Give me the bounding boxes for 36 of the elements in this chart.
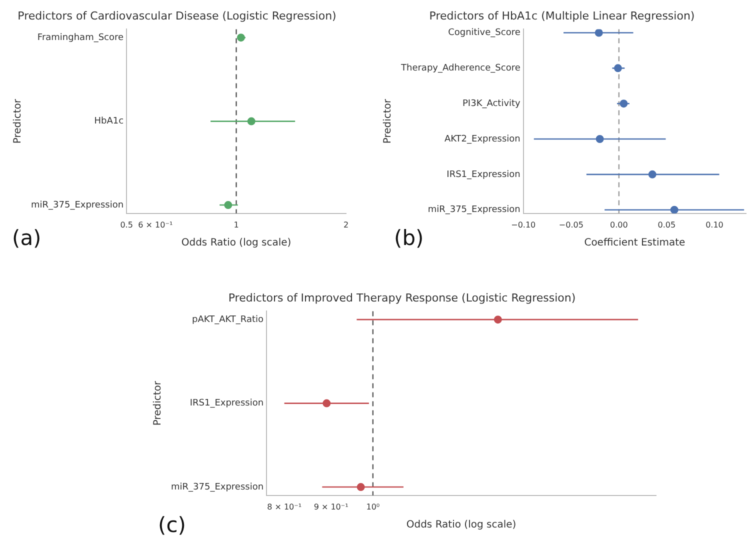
x-tick-label: 0.00 [610, 220, 628, 230]
chart-title: Predictors of Cardiovascular Disease (Logistic Regression) [18, 9, 336, 22]
y-tick-label: miR_375_Expression [170, 482, 264, 492]
y-tick-label: IRS1_Expression [446, 170, 520, 180]
y-tick-label: Therapy_Adherence_Score [400, 64, 521, 74]
y-tick-label: HbA1c [94, 116, 124, 127]
y-tick-label: Cognitive_Score [448, 28, 521, 38]
text: (c) [158, 513, 186, 537]
x-axis-title: Odds Ratio (log scale) [181, 238, 292, 249]
x-axis-title: Coefficient Estimate [584, 238, 686, 249]
y-tick-label: PI3K_Activity [462, 98, 522, 109]
x-tick-label: −0.05 [558, 220, 584, 230]
y-axis-title: Predictor [152, 380, 164, 426]
x-tick-label: 8 × 10⁻¹ [267, 502, 302, 512]
x-tick-label: 9 × 10⁻¹ [314, 502, 348, 512]
x-tick-label: 2 [343, 220, 349, 230]
y-tick-label: pAKT_AKT_Ratio [192, 314, 264, 325]
y-tick-label: miR_375_Expression [30, 200, 124, 210]
y-tick-label: miR_375_Expression [428, 205, 520, 216]
x-axis-title: Odds Ratio (log scale) [406, 520, 516, 531]
y-axis-title: Predictor [12, 98, 24, 144]
y-tick-label: Framingham_Score [37, 32, 124, 43]
chart-title: Predictors of HbA1c (Multiple Linear Regression) [429, 9, 695, 22]
y-axis-title: Predictor [382, 98, 394, 144]
text: (b) [394, 226, 424, 250]
chart-title: Predictors of Improved Therapy Response (Logistic Regression) [228, 291, 576, 304]
x-tick-label: 1 [234, 220, 239, 230]
x-tick-label: 0.10 [706, 220, 724, 230]
y-tick-label: IRS1_Expression [190, 398, 264, 409]
x-tick-label: 6 × 10⁻¹ [138, 220, 173, 230]
x-tick-label: 10⁰ [366, 502, 380, 512]
x-tick-label: 0.05 [658, 220, 676, 230]
x-tick-label: 0.5 [120, 220, 133, 230]
y-tick-label: AKT2_Expression [444, 134, 520, 144]
x-tick-label: −0.10 [511, 220, 536, 230]
text: (a) [12, 226, 42, 250]
